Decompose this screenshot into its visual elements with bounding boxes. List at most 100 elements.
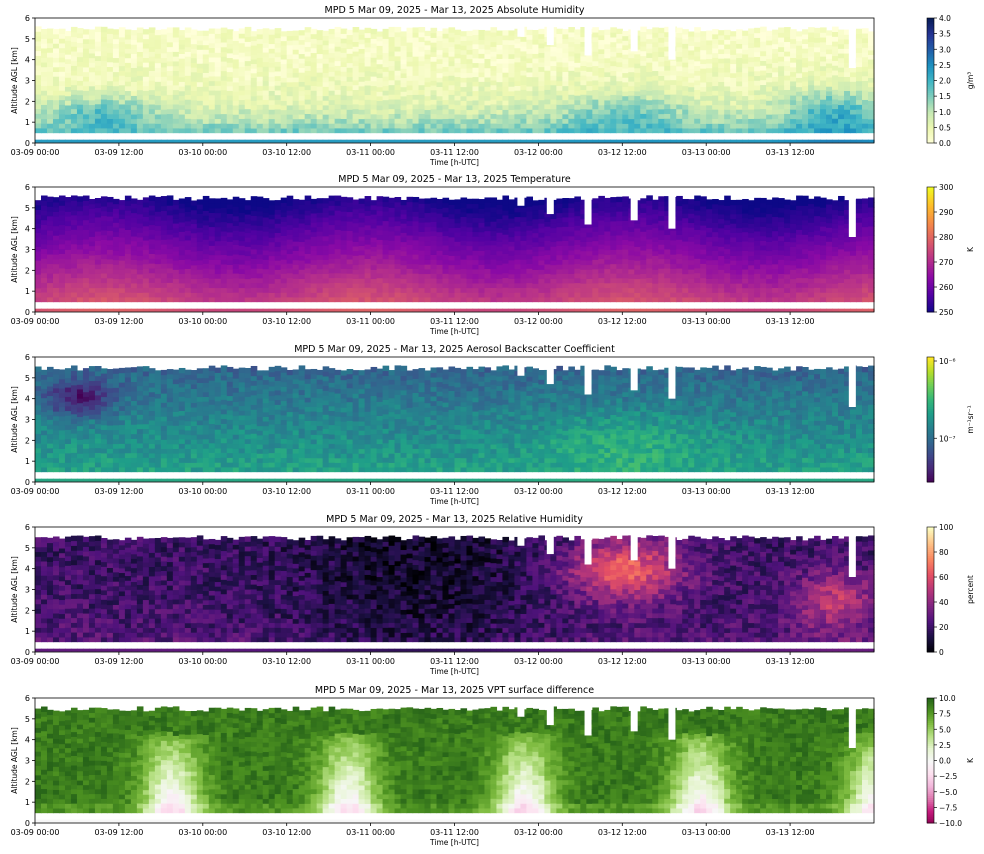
heatmap-cell xyxy=(856,127,863,134)
surface-band-cell xyxy=(370,308,378,312)
heatmap-cell xyxy=(532,81,539,87)
heatmap-cell xyxy=(166,243,174,250)
heatmap-cell xyxy=(46,296,54,303)
heatmap-cell xyxy=(35,40,42,47)
heatmap-cell xyxy=(856,94,863,101)
heatmap-cell xyxy=(118,287,126,293)
heatmap-cell xyxy=(430,268,438,274)
heatmap-cell xyxy=(244,89,252,95)
heatmap-cell xyxy=(118,70,126,76)
heatmap-cell xyxy=(40,258,48,264)
heatmap-cell xyxy=(526,71,533,78)
heatmap-cell xyxy=(232,81,240,88)
heatmap-cell xyxy=(616,38,623,44)
heatmap-cell xyxy=(862,28,869,34)
heatmap-cell xyxy=(256,272,264,279)
heatmap-cell xyxy=(100,94,108,100)
heatmap-cell xyxy=(352,46,360,52)
heatmap-cell xyxy=(346,239,354,246)
heatmap-cell xyxy=(58,57,66,63)
heatmap-cell xyxy=(382,85,390,91)
heatmap-cell xyxy=(292,100,300,106)
surface-band-cell xyxy=(346,308,354,312)
heatmap-cell xyxy=(64,30,72,37)
heatmap-cell xyxy=(706,90,713,97)
heatmap-cell xyxy=(448,94,456,100)
heatmap-cell xyxy=(796,40,803,46)
heatmap-cell xyxy=(604,34,611,40)
heatmap-cell xyxy=(400,264,408,270)
heatmap-cell xyxy=(76,272,84,279)
heatmap-cell xyxy=(472,123,480,129)
heatmap-cell xyxy=(472,85,480,92)
heatmap-cell xyxy=(250,268,258,274)
heatmap-cell xyxy=(682,47,689,54)
heatmap-cell xyxy=(520,46,528,52)
heatmap-cell xyxy=(796,95,803,101)
heatmap-cell xyxy=(142,29,150,35)
surface-band-cell xyxy=(814,139,821,143)
heatmap-cell xyxy=(268,99,276,106)
heatmap-cell xyxy=(322,77,330,83)
heatmap-cell xyxy=(142,47,150,54)
colorbar-swatch xyxy=(927,38,934,42)
heatmap-cell xyxy=(88,118,96,124)
heatmap-cell xyxy=(112,109,120,115)
heatmap-cell xyxy=(136,65,144,72)
heatmap-cell xyxy=(754,37,761,43)
heatmap-cell xyxy=(94,65,102,71)
heatmap-cell xyxy=(256,71,264,77)
heatmap-cell xyxy=(646,118,653,124)
heatmap-cell xyxy=(820,46,827,52)
heatmap-cell xyxy=(94,26,102,33)
surface-band-cell xyxy=(454,139,462,143)
heatmap-cell xyxy=(298,39,306,45)
colorbar-swatch xyxy=(927,28,934,31)
heatmap-cell xyxy=(304,75,312,81)
heatmap-cell xyxy=(418,287,426,293)
heatmap-cell xyxy=(796,45,803,51)
heatmap-cell xyxy=(226,231,234,238)
heatmap-cell xyxy=(442,113,450,119)
heatmap-cell xyxy=(742,58,749,64)
heatmap-cell xyxy=(142,80,150,87)
heatmap-cell xyxy=(688,31,695,37)
heatmap-cell xyxy=(820,41,827,48)
heatmap-cell xyxy=(682,109,689,115)
heatmap-cell xyxy=(100,84,108,90)
heatmap-cell xyxy=(418,60,426,67)
heatmap-cell xyxy=(52,258,60,265)
heatmap-cell xyxy=(616,127,623,134)
heatmap-cell xyxy=(784,113,791,119)
heatmap-cell xyxy=(304,238,312,245)
heatmap-cell xyxy=(460,45,468,51)
heatmap-cell xyxy=(358,109,366,115)
heatmap-cell xyxy=(340,94,348,101)
heatmap-cell xyxy=(784,84,791,91)
heatmap-cell xyxy=(760,118,767,124)
heatmap-cell xyxy=(424,58,432,64)
heatmap-cell xyxy=(304,118,312,124)
heatmap-cell xyxy=(40,291,48,298)
heatmap-cell xyxy=(484,72,492,78)
heatmap-cell xyxy=(514,85,522,91)
heatmap-cell xyxy=(46,225,54,231)
heatmap-cell xyxy=(754,123,761,129)
heatmap-cell xyxy=(682,62,689,68)
heatmap-cell xyxy=(310,282,318,289)
heatmap-cell xyxy=(316,109,324,115)
heatmap-cell xyxy=(232,91,240,97)
heatmap-cell xyxy=(208,264,216,270)
heatmap-cell xyxy=(82,71,90,77)
heatmap-cell xyxy=(142,123,150,129)
heatmap-cell xyxy=(88,66,96,73)
heatmap-cell xyxy=(364,123,372,129)
heatmap-cell xyxy=(220,249,228,256)
heatmap-cell xyxy=(664,74,671,81)
heatmap-cell xyxy=(778,94,785,100)
heatmap-cell xyxy=(628,113,635,120)
heatmap-cell xyxy=(178,86,186,92)
heatmap-cell xyxy=(442,254,450,260)
heatmap-cell xyxy=(64,296,72,303)
heatmap-cell xyxy=(322,35,330,41)
